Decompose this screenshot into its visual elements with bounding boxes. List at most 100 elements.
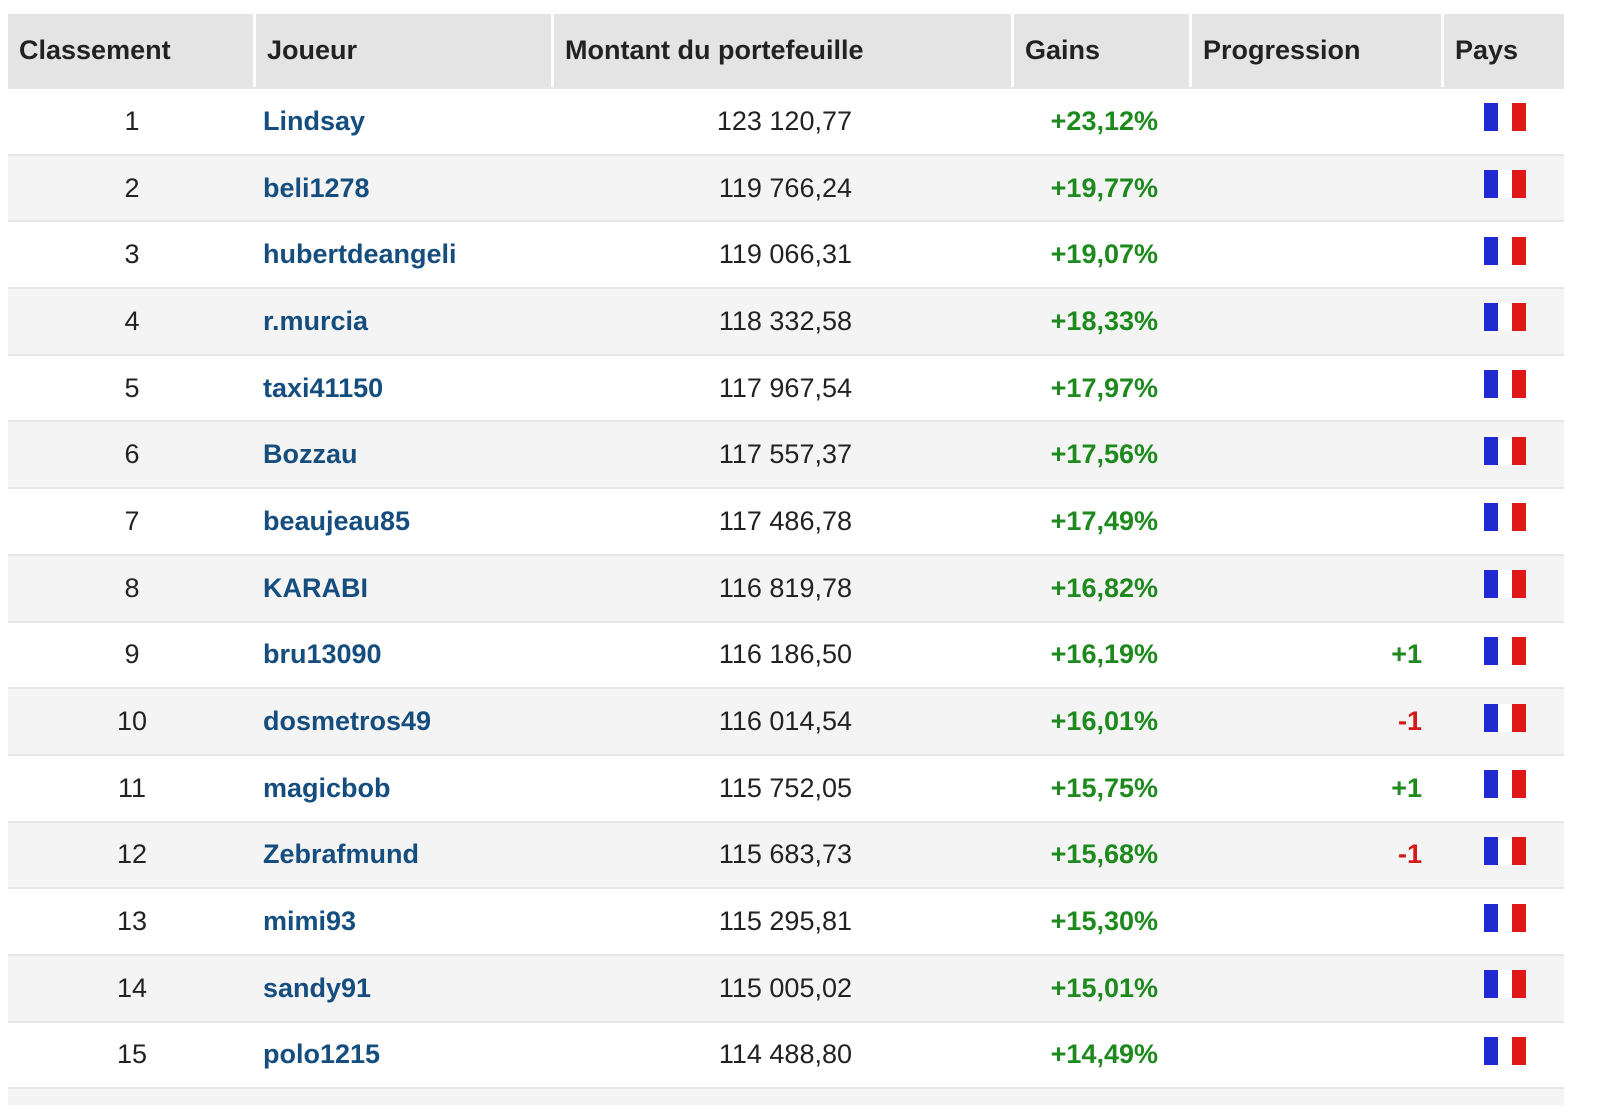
gains-cell: +18,33% <box>1050 305 1158 336</box>
table-row: 3 hubertdeangeli 119 066,31 +19,07% <box>8 220 1564 288</box>
header-rank[interactable]: Classement <box>8 14 256 87</box>
player-cell: hubertdeangeli <box>256 222 554 287</box>
rank-cell: 2 <box>8 156 256 221</box>
player-link[interactable]: sandy91 <box>263 972 372 1003</box>
player-cell: sandy91 <box>256 956 554 1021</box>
rank-cell: 1 <box>8 89 256 154</box>
header-amount[interactable]: Montant du portefeuille <box>554 14 1014 87</box>
player-cell: bru13090 <box>256 623 554 688</box>
player-cell: beaujeau85 <box>256 489 554 554</box>
amount-cell: 118 332,58 <box>718 305 852 336</box>
rank-cell: 11 <box>8 756 256 821</box>
player-cell: beli1278 <box>256 156 554 221</box>
player-link[interactable]: taxi41150 <box>263 372 384 403</box>
player-cell: mimi93 <box>256 889 554 954</box>
progression-cell: +1 <box>1391 639 1422 670</box>
table-row: 10 dosmetros49 116 014,54 +16,01% -1 <box>8 687 1564 754</box>
france-flag-icon <box>1484 303 1526 332</box>
ranking-table: Classement Joueur Montant du portefeuill… <box>8 14 1564 1106</box>
progression-cell <box>1192 89 1444 154</box>
player-link[interactable]: Zebrafmund <box>263 839 420 870</box>
header-progression[interactable]: Progression <box>1192 14 1444 87</box>
france-flag-icon <box>1484 436 1526 465</box>
gains-cell: +15,30% <box>1050 906 1158 937</box>
rank-value: 1 <box>124 105 140 136</box>
table-row: 7 beaujeau85 117 486,78 +17,49% <box>8 487 1564 554</box>
country-cell <box>1444 222 1564 287</box>
player-link[interactable]: Bozzau <box>263 439 358 470</box>
progression-cell <box>1192 956 1444 1021</box>
rank-value: 8 <box>124 572 140 603</box>
france-flag-icon <box>1484 570 1526 599</box>
progression-cell <box>1192 889 1444 954</box>
country-cell <box>1444 356 1564 421</box>
player-link[interactable]: bru13090 <box>263 639 382 670</box>
amount-cell: 116 014,54 <box>718 706 852 737</box>
rank-value: 5 <box>124 372 140 403</box>
france-flag-icon <box>1484 170 1526 199</box>
amount-cell: 117 486,78 <box>718 505 852 536</box>
gains-cell: +16,19% <box>1050 639 1158 670</box>
france-flag-icon <box>1484 236 1526 265</box>
amount-cell: 114 488,80 <box>718 1039 852 1070</box>
country-cell <box>1444 1023 1564 1088</box>
table-row: 1 Lindsay 123 120,77 +23,12% <box>8 87 1564 154</box>
progression-cell: +1 <box>1391 772 1422 803</box>
amount-cell: 116 186,50 <box>718 639 852 670</box>
france-flag-icon <box>1484 103 1526 132</box>
player-link[interactable]: mimi93 <box>263 906 357 937</box>
country-cell <box>1444 289 1564 354</box>
table-row: 9 bru13090 116 186,50 +16,19% +1 <box>8 620 1564 688</box>
progression-cell <box>1192 156 1444 221</box>
progression-cell <box>1192 1023 1444 1088</box>
country-cell <box>1444 889 1564 954</box>
gains-cell: +15,68% <box>1050 839 1158 870</box>
rank-cell: 5 <box>8 356 256 421</box>
gains-cell: +17,97% <box>1050 372 1158 403</box>
rank-value: 4 <box>124 305 140 336</box>
country-cell <box>1444 756 1564 821</box>
player-cell: dosmetros49 <box>256 689 554 754</box>
table-body: 1 Lindsay 123 120,77 +23,12% 2 beli1278 119 76… <box>8 87 1564 1088</box>
header-gains[interactable]: Gains <box>1014 14 1192 87</box>
rank-value: 7 <box>124 505 140 536</box>
gains-cell: +15,01% <box>1050 972 1158 1003</box>
rank-cell: 13 <box>8 889 256 954</box>
france-flag-icon <box>1484 636 1526 665</box>
table-row: 15 polo1215 114 488,80 +14,49% <box>8 1020 1564 1088</box>
progression-cell: -1 <box>1397 839 1422 870</box>
france-flag-icon <box>1484 1036 1526 1065</box>
player-link[interactable]: magicbob <box>263 772 391 803</box>
progression-cell <box>1192 356 1444 421</box>
player-link[interactable]: Lindsay <box>263 105 366 136</box>
progression-cell <box>1192 489 1444 554</box>
player-link[interactable]: dosmetros49 <box>263 706 432 737</box>
player-link[interactable]: hubertdeangeli <box>263 239 457 270</box>
country-cell <box>1444 489 1564 554</box>
table-row: 14 sandy91 115 005,02 +15,01% <box>8 953 1564 1021</box>
country-cell <box>1444 823 1564 888</box>
player-link[interactable]: beaujeau85 <box>263 505 411 536</box>
header-country[interactable]: Pays <box>1444 14 1564 87</box>
player-cell: KARABI <box>256 556 554 621</box>
gains-cell: +23,12% <box>1050 105 1158 136</box>
player-link[interactable]: r.murcia <box>263 305 369 336</box>
player-link[interactable]: KARABI <box>263 572 368 603</box>
rank-cell: 9 <box>8 623 256 688</box>
gains-cell: +15,75% <box>1050 772 1158 803</box>
player-link[interactable]: beli1278 <box>263 172 370 203</box>
player-cell: magicbob <box>256 756 554 821</box>
amount-cell: 115 295,81 <box>718 906 852 937</box>
player-cell: Lindsay <box>256 89 554 154</box>
table-row: 13 mimi93 115 295,81 +15,30% <box>8 887 1564 954</box>
player-cell: taxi41150 <box>256 356 554 421</box>
rank-value: 15 <box>116 1039 148 1070</box>
country-cell <box>1444 623 1564 688</box>
france-flag-icon <box>1484 836 1526 865</box>
rank-value: 12 <box>116 839 148 870</box>
table-row-partial <box>8 1087 1564 1106</box>
player-link[interactable]: polo1215 <box>263 1039 381 1070</box>
header-player[interactable]: Joueur <box>256 14 554 87</box>
amount-cell: 119 066,31 <box>718 239 852 270</box>
gains-cell: +16,82% <box>1050 572 1158 603</box>
